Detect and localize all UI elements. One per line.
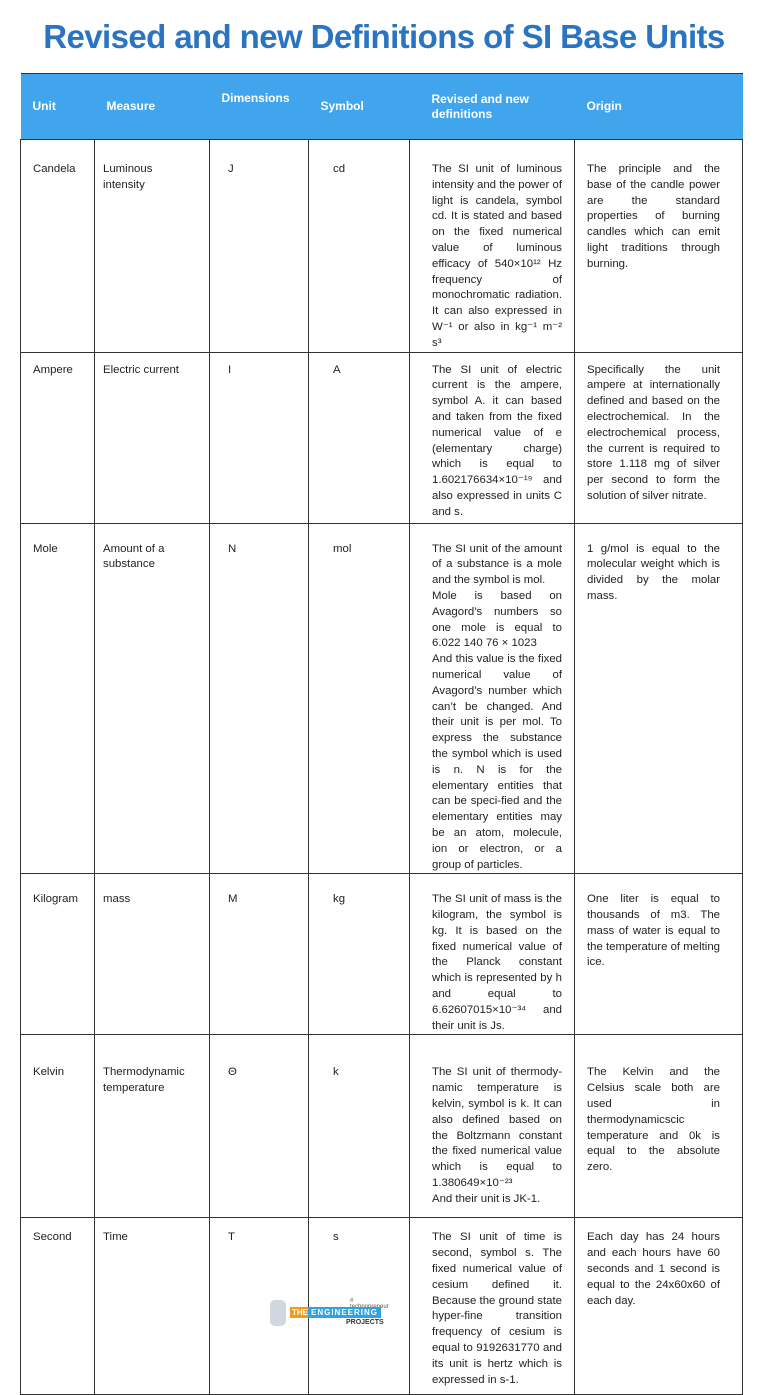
header-definition: Revised and new definitions bbox=[409, 73, 575, 140]
measure-cell-text: Luminous intensity bbox=[103, 163, 153, 191]
header-unit: Unit bbox=[20, 73, 95, 140]
unit-cell-text: Kelvin bbox=[33, 1066, 65, 1079]
dimension-cell-text: J bbox=[228, 163, 234, 175]
definition-cell-text: The SI unit of luminous intensity and th… bbox=[432, 163, 562, 349]
origin-cell-text: The Kelvin and the Celsius scale both ar… bbox=[587, 1066, 720, 1174]
origin-cell: 1 g/mol is equal to the molecular weight… bbox=[574, 522, 743, 875]
dimension-cell: M bbox=[209, 873, 309, 1036]
dimension-cell-text: I bbox=[228, 363, 232, 376]
unit-cell: Ampere bbox=[20, 351, 95, 524]
header-dimensions: Dimensions bbox=[209, 73, 309, 140]
symbol-cell: A bbox=[308, 351, 410, 524]
unit-cell-text: Kilogram bbox=[33, 893, 78, 906]
table-row: Ampere Electric current I A The SI unit of e… bbox=[20, 351, 743, 524]
definition-cell: The SI unit of time is second, symbol s.… bbox=[409, 1217, 575, 1395]
measure-cell: Thermodynamic temperature bbox=[94, 1034, 210, 1219]
unit-cell-text: Ampere bbox=[33, 363, 73, 376]
measure-cell-text: mass bbox=[103, 893, 131, 906]
unit-cell-text: Candela bbox=[33, 163, 76, 175]
definition-cell-text: The SI unit of the amount of a substance… bbox=[432, 542, 562, 587]
engineering-projects-logo: # technopreneur THE ENGINEERING PROJECTS bbox=[270, 1298, 390, 1330]
definition-cell-text: And their unit is JK-1. bbox=[432, 1192, 541, 1205]
measure-cell-text: Amount of a substance bbox=[103, 542, 165, 571]
definition-cell-text: The SI unit of time is second, symbol s.… bbox=[432, 1231, 562, 1386]
dimension-cell: Θ bbox=[209, 1034, 309, 1219]
header-symbol: Symbol bbox=[308, 73, 410, 140]
definition-cell: The SI unit of the amount of a substance… bbox=[409, 522, 575, 875]
header-origin: Origin bbox=[574, 73, 743, 140]
origin-cell: One liter is equal to thousands of m3. T… bbox=[574, 873, 743, 1036]
dimension-cell-text: N bbox=[228, 542, 237, 555]
unit-cell: Mole bbox=[20, 522, 95, 875]
logo-engineering: ENGINEERING bbox=[308, 1307, 382, 1318]
logo-the: THE bbox=[290, 1307, 310, 1318]
dimension-cell-text: T bbox=[228, 1231, 235, 1244]
dimension-cell-text: M bbox=[228, 893, 238, 906]
dimension-cell: I bbox=[209, 351, 309, 524]
symbol-cell: kg bbox=[308, 873, 410, 1036]
definition-cell: The SI unit of luminous intensity and th… bbox=[409, 139, 575, 353]
definition-cell: The SI unit of thermody-namic temperatur… bbox=[409, 1034, 575, 1219]
origin-cell: Each day has 24 hours and each hours hav… bbox=[574, 1217, 743, 1395]
measure-cell: Time bbox=[94, 1217, 210, 1395]
definition-cell-text: And this value is the fixed numerical va… bbox=[432, 653, 562, 871]
symbol-cell-text: A bbox=[333, 363, 341, 376]
origin-cell-text: The principle and the base of the candle… bbox=[587, 163, 720, 270]
definition-cell: The SI unit of electric current is the a… bbox=[409, 351, 575, 524]
definition-cell-text: The SI unit of electric current is the a… bbox=[432, 363, 562, 518]
symbol-cell-text: cd bbox=[333, 163, 346, 175]
definition-cell-text: Mole is based on Avagord’s numbers so on… bbox=[432, 589, 562, 650]
unit-cell: Second bbox=[20, 1217, 95, 1395]
dimension-cell: N bbox=[209, 522, 309, 875]
dimension-cell: J bbox=[209, 139, 309, 353]
measure-cell: Amount of a substance bbox=[94, 522, 210, 875]
robot-icon bbox=[270, 1300, 286, 1326]
origin-cell-text: 1 g/mol is equal to the molecular weight… bbox=[587, 542, 720, 602]
symbol-cell-text: k bbox=[333, 1066, 339, 1079]
measure-cell-text: Time bbox=[103, 1231, 128, 1244]
dimension-cell-text: Θ bbox=[228, 1066, 237, 1079]
origin-cell-text: Specifically the unit ampere at internat… bbox=[587, 363, 720, 502]
unit-cell: Kilogram bbox=[20, 873, 95, 1036]
symbol-cell-text: s bbox=[333, 1231, 339, 1244]
unit-cell: Candela bbox=[20, 139, 95, 353]
origin-cell-text: Each day has 24 hours and each hours hav… bbox=[587, 1231, 720, 1307]
logo-projects: PROJECTS bbox=[346, 1319, 384, 1326]
symbol-cell-text: mol bbox=[333, 542, 352, 555]
origin-cell: The principle and the base of the candle… bbox=[574, 139, 743, 353]
unit-cell: Kelvin bbox=[20, 1034, 95, 1219]
definition-cell: The SI unit of mass is the kilogram, the… bbox=[409, 873, 575, 1036]
si-units-table: Unit Measure Dimensions Symbol Revised a… bbox=[20, 73, 743, 1395]
origin-cell: The Kelvin and the Celsius scale both ar… bbox=[574, 1034, 743, 1219]
symbol-cell: mol bbox=[308, 522, 410, 875]
unit-cell-text: Second bbox=[33, 1231, 72, 1244]
unit-cell-text: Mole bbox=[33, 542, 58, 555]
symbol-cell: k bbox=[308, 1034, 410, 1219]
measure-cell-text: Electric current bbox=[103, 363, 179, 376]
origin-cell-text: One liter is equal to thousands of m3. T… bbox=[587, 893, 720, 969]
measure-cell-text: Thermodynamic temperature bbox=[103, 1066, 185, 1095]
symbol-cell: cd bbox=[308, 139, 410, 353]
symbol-cell-text: kg bbox=[333, 893, 346, 906]
measure-cell: Electric current bbox=[94, 351, 210, 524]
page-title: Revised and new Definitions of SI Base U… bbox=[43, 18, 725, 55]
measure-cell: Luminous intensity bbox=[94, 139, 210, 353]
table-header-row: Unit Measure Dimensions Symbol Revised a… bbox=[20, 73, 743, 140]
definition-cell-text: The SI unit of mass is the kilogram, the… bbox=[432, 893, 562, 1032]
measure-cell: mass bbox=[94, 873, 210, 1036]
header-measure: Measure bbox=[94, 73, 210, 140]
origin-cell: Specifically the unit ampere at internat… bbox=[574, 351, 743, 524]
definition-cell-text: The SI unit of thermody-namic temperatur… bbox=[432, 1066, 562, 1190]
